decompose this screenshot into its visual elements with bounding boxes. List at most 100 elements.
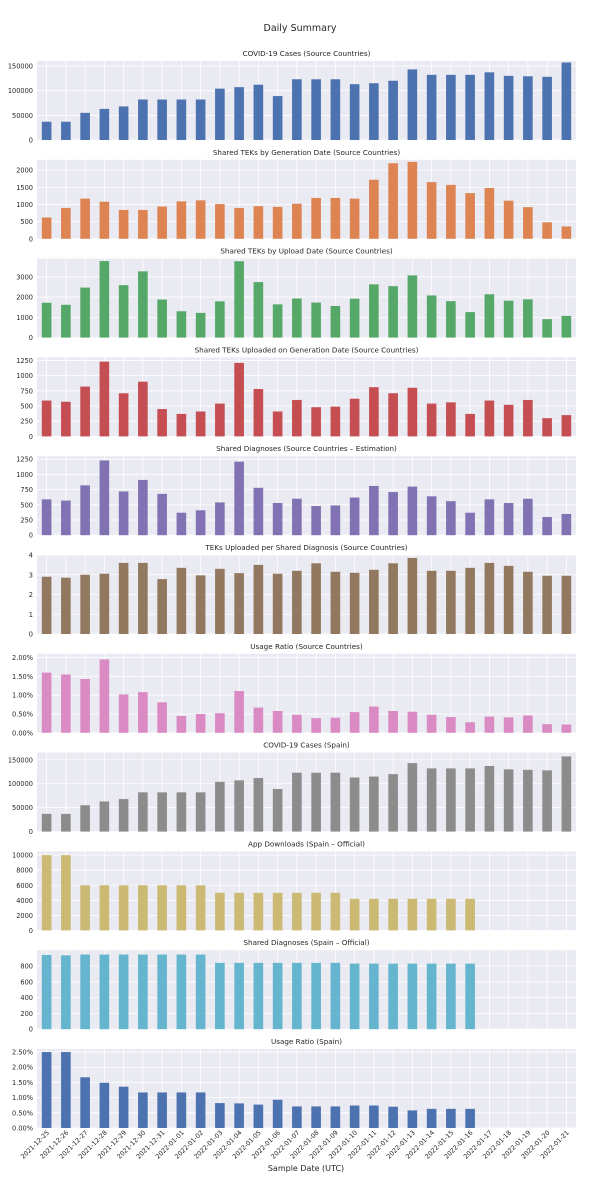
bar bbox=[234, 962, 244, 1030]
bar bbox=[330, 571, 341, 634]
bar bbox=[41, 217, 52, 239]
bar bbox=[484, 187, 495, 239]
bar bbox=[176, 311, 187, 338]
bar bbox=[349, 898, 360, 931]
y-tick-label: 100000 bbox=[8, 87, 33, 95]
bar bbox=[41, 813, 52, 832]
bar bbox=[272, 962, 283, 1030]
y-tick-label: 10000 bbox=[12, 852, 33, 860]
chart-title: COVID-19 Cases (Spain) bbox=[263, 741, 350, 750]
bar bbox=[176, 954, 187, 1030]
y-tick-label: 0 bbox=[29, 532, 33, 540]
bar bbox=[138, 885, 148, 931]
bar bbox=[253, 84, 264, 140]
bar bbox=[523, 207, 533, 239]
bar bbox=[41, 400, 52, 437]
bar bbox=[388, 80, 398, 140]
bar bbox=[61, 207, 71, 239]
bar bbox=[426, 1108, 437, 1128]
bar bbox=[407, 69, 418, 140]
bar bbox=[369, 1105, 379, 1128]
bar bbox=[503, 75, 514, 140]
bar bbox=[542, 222, 552, 239]
bar bbox=[407, 161, 418, 239]
bar bbox=[330, 772, 341, 832]
bar bbox=[561, 415, 572, 437]
bar bbox=[118, 106, 129, 140]
bar bbox=[176, 567, 187, 634]
y-tick-label: 2.50% bbox=[12, 1049, 33, 1057]
bar bbox=[388, 286, 398, 338]
bar bbox=[484, 72, 495, 140]
bar bbox=[349, 963, 360, 1030]
bar bbox=[465, 722, 475, 733]
bar bbox=[311, 197, 321, 239]
bar bbox=[61, 813, 71, 832]
bar bbox=[369, 83, 379, 140]
bar bbox=[465, 413, 475, 437]
bar bbox=[41, 121, 52, 140]
bar bbox=[446, 898, 456, 931]
bar bbox=[41, 576, 52, 634]
y-tick-label: 600 bbox=[20, 978, 33, 986]
plot-background bbox=[37, 61, 576, 140]
bar bbox=[503, 502, 514, 536]
bar bbox=[349, 777, 360, 832]
bar bbox=[542, 418, 552, 437]
y-tick-label: 3 bbox=[29, 571, 33, 579]
y-tick-label: 0 bbox=[29, 927, 33, 935]
bar bbox=[523, 299, 533, 338]
bar bbox=[138, 271, 148, 338]
bar bbox=[388, 710, 398, 733]
chart-panel-8: COVID-19 Cases (Spain) 0 50000 100000 150000 bbox=[8, 741, 576, 836]
bar bbox=[272, 892, 283, 931]
bar bbox=[195, 575, 206, 634]
y-tick-label: 200 bbox=[20, 1010, 33, 1018]
bar bbox=[234, 87, 244, 140]
bar bbox=[523, 498, 533, 536]
y-tick-label: 100000 bbox=[8, 780, 33, 788]
y-tick-label: 4 bbox=[29, 552, 33, 560]
bar bbox=[369, 569, 379, 634]
bar bbox=[61, 1052, 71, 1128]
bar bbox=[195, 312, 206, 338]
bar bbox=[99, 261, 110, 338]
bar bbox=[195, 99, 206, 140]
bar bbox=[369, 179, 379, 239]
y-tick-label: 0 bbox=[29, 334, 33, 342]
bar bbox=[426, 570, 437, 634]
bar bbox=[446, 301, 456, 338]
y-tick-label: 150000 bbox=[8, 62, 33, 70]
bar bbox=[311, 563, 321, 634]
bar bbox=[503, 300, 514, 338]
chart-title: TEKs Uploaded per Shared Diagnosis (Sour… bbox=[204, 543, 407, 552]
bar bbox=[195, 954, 206, 1030]
y-tick-label: 4000 bbox=[16, 897, 33, 905]
bar bbox=[80, 1077, 90, 1128]
bar bbox=[561, 575, 572, 634]
bar bbox=[138, 381, 148, 437]
bar bbox=[349, 497, 360, 536]
bar bbox=[215, 713, 225, 733]
y-tick-label: 2.00% bbox=[12, 1064, 33, 1072]
bar bbox=[253, 962, 264, 1030]
bar bbox=[195, 1092, 206, 1128]
bar bbox=[292, 962, 302, 1030]
y-tick-label: 250 bbox=[20, 418, 33, 426]
bar bbox=[215, 88, 225, 140]
bar bbox=[195, 411, 206, 437]
bar bbox=[426, 295, 437, 338]
bar bbox=[272, 206, 283, 239]
y-tick-label: 0 bbox=[29, 828, 33, 836]
bar bbox=[138, 692, 148, 733]
bar bbox=[41, 672, 52, 733]
bar bbox=[176, 715, 187, 733]
bar bbox=[215, 892, 225, 931]
bar bbox=[138, 479, 148, 536]
bar bbox=[234, 892, 244, 931]
bar bbox=[61, 674, 71, 733]
chart-title: Usage Ratio (Source Countries) bbox=[250, 642, 363, 651]
page-title: Daily Summary bbox=[264, 23, 337, 34]
bar bbox=[272, 96, 283, 140]
bar bbox=[388, 774, 398, 832]
